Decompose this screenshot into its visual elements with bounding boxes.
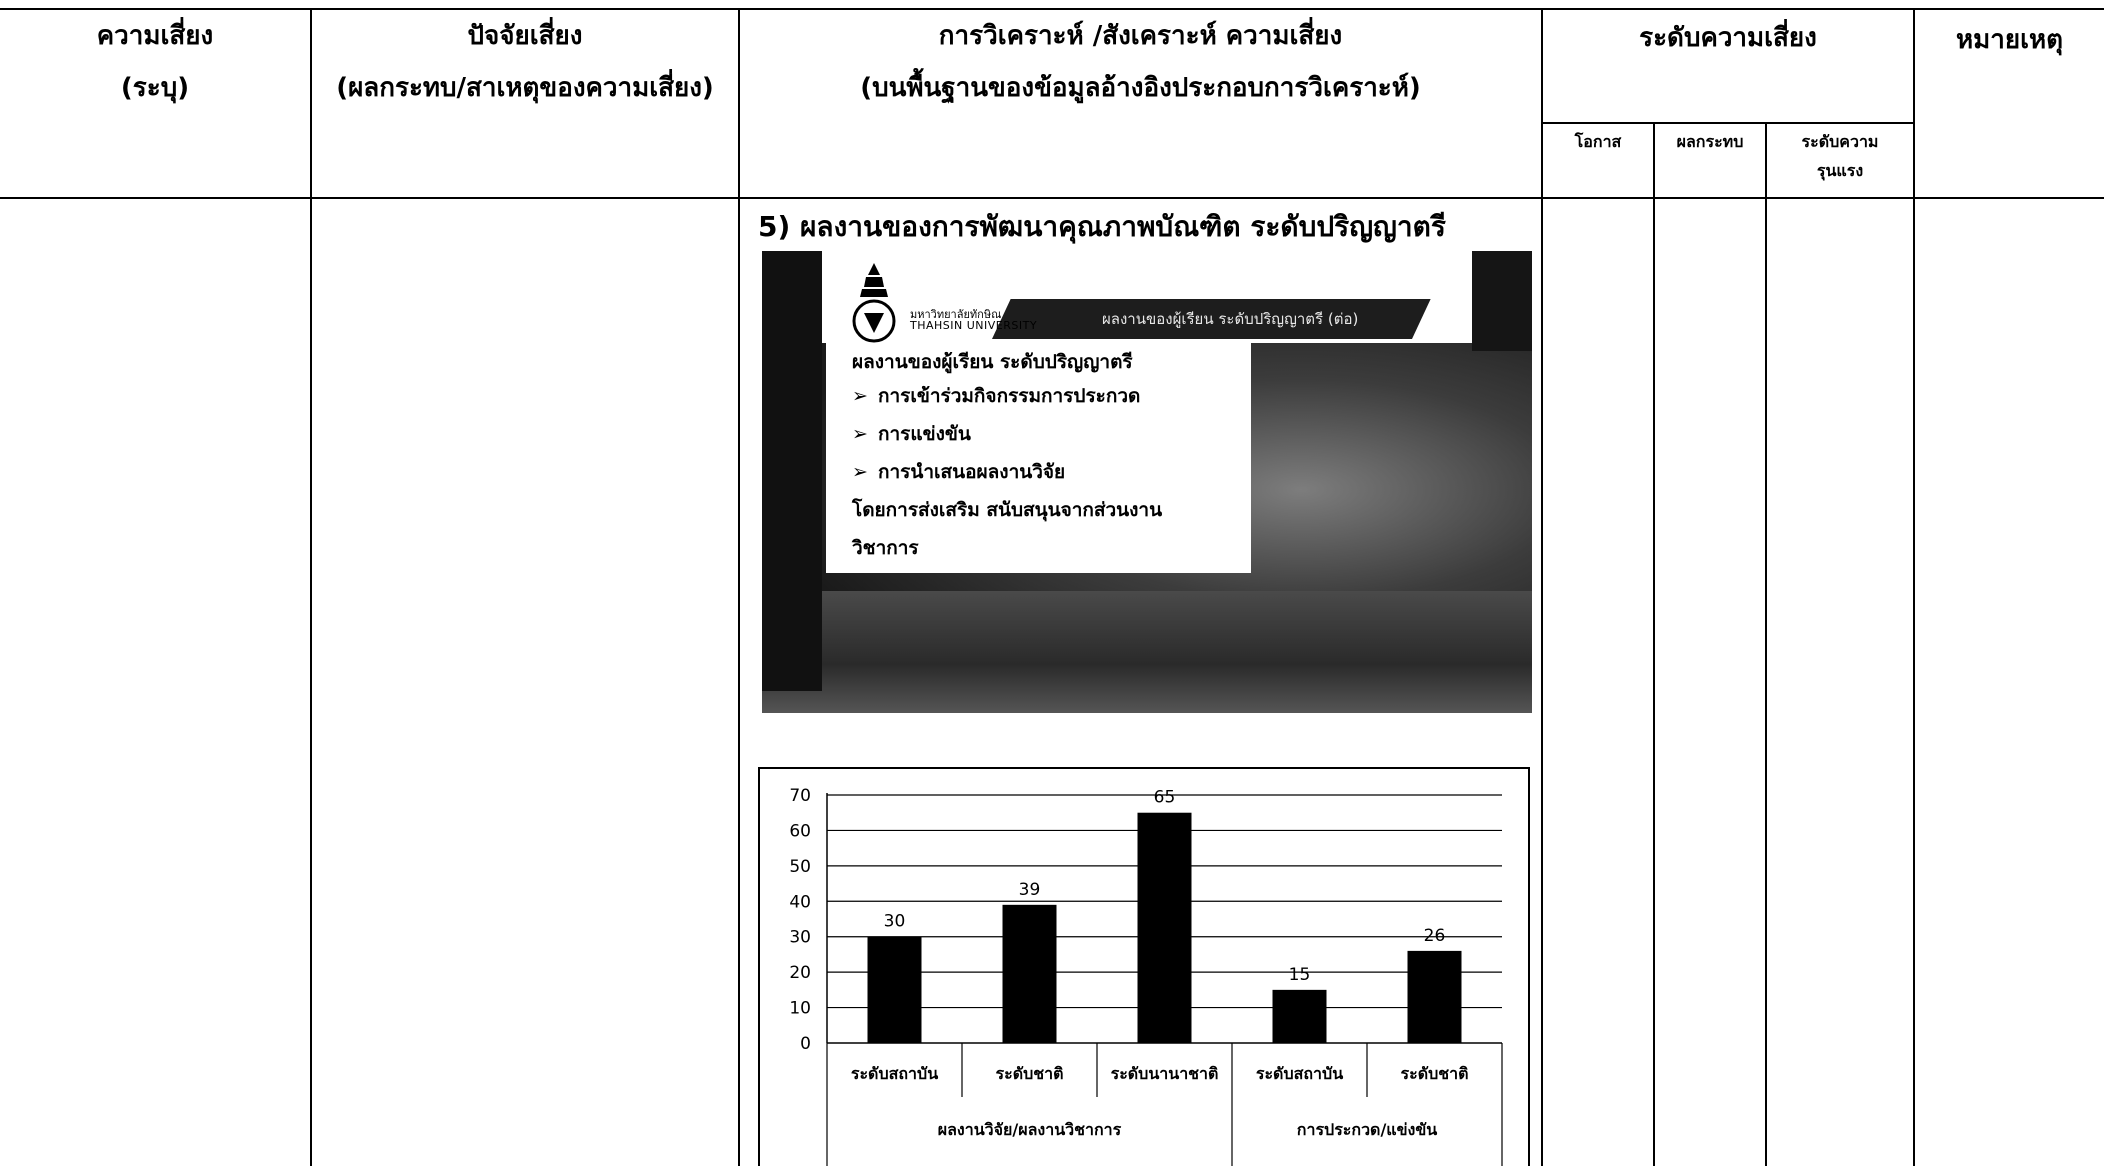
slide-left-bar	[762, 251, 822, 691]
slide-list-item: ➢ การนำเสนอผลงานวิจัย	[852, 457, 1065, 487]
slide-list-item-text: การแข่งขัน	[878, 423, 971, 445]
x-category-label: ระดับนานาชาติ	[1111, 1064, 1219, 1083]
col-divider-5	[1765, 122, 1767, 1166]
slide-list-item-text: การนำเสนอผลงานวิจัย	[878, 461, 1066, 483]
slide-footer-line-2: วิชาการ	[852, 537, 919, 559]
y-tick-label: 30	[789, 928, 811, 948]
col-divider-1	[310, 8, 312, 1166]
subheader-severity-line1: ระดับความ	[1801, 132, 1879, 151]
slide-list-item: ➢ การแข่งขัน	[852, 419, 971, 449]
x-group-label: ผลงานวิจัย/ผลงานวิชาการ	[938, 1120, 1122, 1139]
x-category-label: ระดับชาติ	[996, 1064, 1064, 1083]
data-label: 15	[1289, 965, 1311, 985]
data-label: 26	[1424, 926, 1446, 946]
bar-chart: 0 10 20 30 40 50 60 70 30 39 65 15 26 ระดับสถาบัน ระดั…	[789, 786, 1503, 1166]
header-analysis-line1: การวิเคราะห์ /สังเคราะห์ ความเสี่ยง	[938, 21, 1343, 51]
y-tick-label: 50	[789, 857, 811, 877]
subheader-severity: ระดับความ รุนแรง	[1767, 128, 1913, 186]
y-tick-label: 70	[789, 786, 811, 806]
x-category-label: ระดับสถาบัน	[851, 1064, 938, 1083]
slide-right-corner	[1472, 251, 1532, 351]
table-top-border	[0, 8, 2104, 10]
col-divider-3	[1541, 8, 1543, 1166]
chart-frame	[758, 767, 1530, 1166]
slide-list-item-text: การเข้าร่วมกิจกรรมการประกวด	[878, 385, 1141, 407]
logo-text-english: THAHSIN UNIVERSITY	[910, 319, 1038, 332]
header-risk-level: ระดับความเสี่ยง	[1639, 23, 1817, 53]
data-label: 65	[1154, 788, 1176, 808]
bar	[1137, 812, 1192, 1043]
university-logo	[852, 263, 896, 343]
header-note: หมายเหตุ	[1955, 25, 2064, 55]
slide-band-title: ผลงานของผู้เรียน ระดับปริญญาตรี (ต่อ)	[1102, 310, 1359, 328]
bar	[1272, 989, 1327, 1043]
header-risk-line2: (ระบุ)	[120, 72, 190, 103]
level-subheader-border	[1541, 122, 1913, 124]
col-divider-4	[1653, 122, 1655, 1166]
subheader-impact: ผลกระทบ	[1676, 132, 1744, 151]
subheader-severity-line2: รุนแรง	[1816, 160, 1864, 180]
header-analysis-line2: (บนพื้นฐานของข้อมูลอ้างอิงประกอบการวิเคร…	[860, 72, 1421, 103]
y-tick-label: 10	[789, 999, 811, 1019]
col-divider-2	[738, 8, 740, 1166]
header-factor-line2: (ผลกระทบ/สาเหตุของความเสี่ยง)	[336, 72, 714, 103]
header-risk-factor: ปัจจัยเสี่ยง (ผลกระทบ/สาเหตุของความเสี่ย…	[312, 16, 738, 109]
y-tick-label: 40	[789, 892, 811, 912]
presentation-slide-image: ผลงานของผู้เรียน ระดับปริญญาตรี (ต่อ) มห…	[762, 251, 1532, 713]
data-label: 39	[1019, 880, 1041, 900]
arrow-bullet-icon: ➢	[852, 385, 868, 407]
section-heading: 5) ผลงานของการพัฒนาคุณภาพบัณฑิต ระดับปริ…	[758, 210, 1446, 243]
slide-footer-line-1: โดยการส่งเสริม สนับสนุนจากส่วนงาน	[852, 499, 1163, 521]
x-group-label: การประกวด/แข่งขัน	[1297, 1120, 1438, 1139]
bar	[867, 936, 922, 1043]
x-category-label: ระดับชาติ	[1401, 1064, 1469, 1083]
col-divider-6	[1913, 8, 1915, 1166]
subheader-chance: โอกาส	[1574, 132, 1622, 151]
bar	[1407, 950, 1462, 1043]
arrow-bullet-icon: ➢	[852, 461, 868, 483]
x-category-label: ระดับสถาบัน	[1256, 1064, 1343, 1083]
y-tick-label: 20	[789, 963, 811, 983]
slide-text-card	[826, 343, 1251, 573]
header-bottom-border	[0, 197, 2104, 199]
header-factor-line1: ปัจจัยเสี่ยง	[467, 21, 583, 51]
y-tick-label: 0	[800, 1034, 811, 1054]
header-risk-line1: ความเสี่ยง	[96, 21, 214, 51]
header-risk: ความเสี่ยง (ระบุ)	[0, 16, 310, 109]
logo-text-thai: มหาวิทยาลัยทักษิณ	[910, 308, 1002, 321]
slide-list-item: ➢ การเข้าร่วมกิจกรรมการประกวด	[852, 381, 1140, 411]
y-tick-label: 60	[789, 821, 811, 841]
slide-card-title: ผลงานของผู้เรียน ระดับปริญญาตรี	[852, 351, 1133, 373]
header-analysis: การวิเคราะห์ /สังเคราะห์ ความเสี่ยง (บนพ…	[740, 16, 1541, 109]
bar	[1002, 904, 1057, 1043]
slide-photo-lower	[762, 591, 1532, 713]
data-label: 30	[884, 912, 906, 932]
arrow-bullet-icon: ➢	[852, 423, 868, 445]
